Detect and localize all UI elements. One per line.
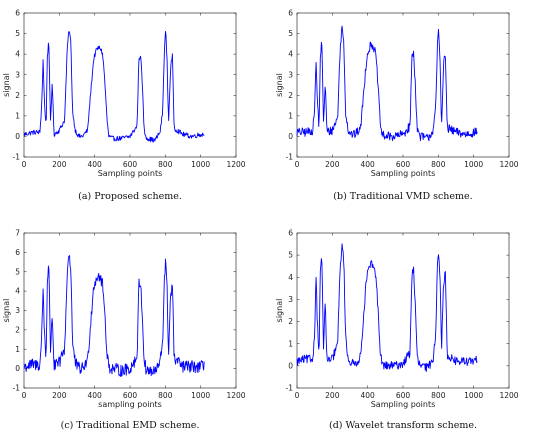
x-tick-label: 800 [158,160,173,169]
y-tick-label: 7 [15,229,20,238]
y-tick-label: 3 [288,70,293,79]
y-tick-label: 5 [288,29,293,38]
x-tick-label: 400 [88,160,103,169]
x-tick-label: 600 [123,391,138,400]
y-tick-label: 4 [15,287,20,296]
x-tick-label: 800 [431,160,446,169]
x-axis-label: Sampling points [371,169,436,178]
x-axis-label: Sampling points [371,400,436,409]
y-tick-label: 1 [15,345,20,354]
x-tick-label: 0 [295,160,300,169]
y-tick-label: 3 [15,70,20,79]
y-tick-label: 2 [15,91,20,100]
chart-panel-3: 0 200 400 600 800 1000 1200-101234567sampling … [2,229,246,431]
plot-frame [296,12,510,158]
x-tick-label: 400 [88,391,103,400]
x-tick-label: 1200 [499,391,518,400]
x-tick-label: 1000 [464,160,483,169]
y-tick-label: -1 [286,384,294,393]
y-tick-label: 4 [288,273,293,282]
x-tick-label: 1200 [226,391,245,400]
x-tick-label: 1000 [464,391,483,400]
x-tick-label: 600 [123,160,138,169]
x-tick-label: 0 [22,160,27,169]
x-tick-label: 200 [325,391,340,400]
x-tick-label: 0 [295,391,300,400]
y-tick-label: 1 [15,111,20,120]
y-axis-label: signal [275,299,284,323]
x-tick-label: 600 [396,160,411,169]
y-axis-label: signal [2,73,11,97]
y-tick-label: 5 [288,251,293,260]
y-tick-label: -1 [286,153,294,162]
y-tick-label: -1 [13,153,21,162]
x-tick-label: 800 [158,391,173,400]
y-tick-label: 4 [288,50,293,59]
y-tick-label: 3 [288,295,293,304]
figure-caption: (c) Traditional EMD scheme. [61,420,200,431]
y-tick-label: 6 [15,9,20,18]
y-tick-label: 6 [288,229,293,238]
x-axis-label: Sampling points [98,169,163,178]
y-tick-label: 0 [15,132,20,141]
x-tick-label: 800 [431,391,446,400]
x-tick-label: 400 [361,391,376,400]
signal-line [296,243,478,372]
y-axis-label: signal [2,299,11,323]
y-tick-label: 4 [15,50,20,59]
y-tick-label: 6 [15,248,20,257]
y-tick-label: 2 [288,91,293,100]
y-axis-label: signal [275,73,284,97]
y-tick-label: -1 [13,384,21,393]
signal-line [296,25,478,142]
y-tick-label: 0 [288,132,293,141]
y-tick-label: 5 [15,267,20,276]
y-tick-label: 5 [15,29,20,38]
figure-caption: (a) Proposed scheme. [78,191,182,202]
x-tick-label: 400 [361,160,376,169]
x-tick-label: 1200 [226,160,245,169]
figure-caption: (d) Wavelet transform scheme. [329,420,477,431]
y-tick-label: 0 [288,361,293,370]
x-tick-label: 200 [52,391,67,400]
y-tick-label: 2 [15,325,20,334]
y-tick-label: 1 [288,339,293,348]
x-tick-label: 1200 [499,160,518,169]
x-tick-label: 200 [325,160,340,169]
y-tick-label: 6 [288,9,293,18]
x-tick-label: 600 [396,391,411,400]
y-tick-label: 2 [288,317,293,326]
signal-line [23,30,205,143]
figure-caption: (b) Traditional VMD scheme. [333,191,472,202]
x-tick-label: 1000 [191,160,210,169]
y-tick-label: 0 [15,364,20,373]
x-axis-label: sampling points [98,400,162,409]
x-tick-label: 200 [52,160,67,169]
x-tick-label: 1000 [191,391,210,400]
signal-line [23,255,205,377]
x-tick-label: 0 [22,391,27,400]
y-tick-label: 1 [288,111,293,120]
y-tick-label: 3 [15,306,20,315]
